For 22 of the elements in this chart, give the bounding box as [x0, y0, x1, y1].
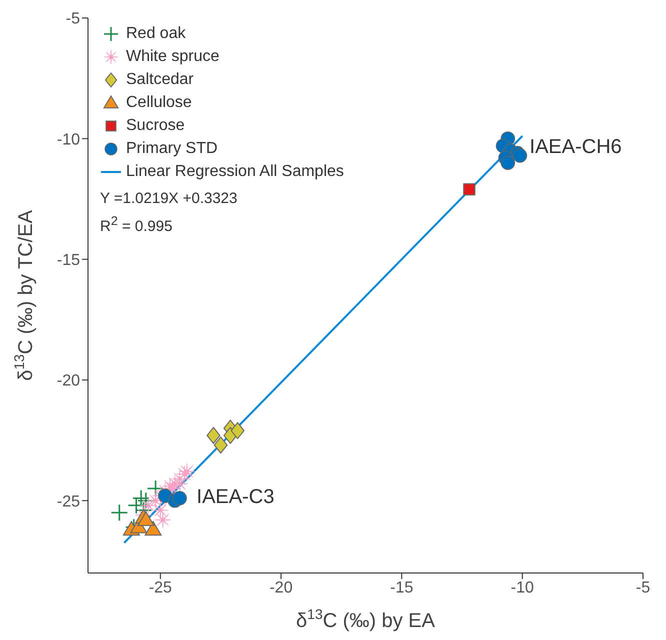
y-tick-label: -5	[66, 10, 80, 28]
annotation: Y =1.0219X +0.3323	[100, 189, 238, 209]
annotation: R$^{2}$ = 0.995	[100, 213, 174, 237]
annotation: IAEA-C3	[196, 486, 274, 510]
x-axis-title: δ$^{13}$C (‰) by EA	[296, 606, 436, 632]
legend-label: Primary STD	[126, 139, 218, 159]
legend-label: Cellulose	[126, 93, 192, 113]
legend-label: Red oak	[126, 24, 186, 44]
legend-label: Saltcedar	[126, 70, 194, 90]
legend-label: Linear Regression All Samples	[126, 162, 344, 182]
annotation: IAEA-CH6	[530, 136, 622, 160]
x-tick-label: -25	[148, 579, 172, 596]
y-tick-label: -20	[56, 372, 80, 390]
y-tick-label: -10	[56, 131, 80, 148]
x-tick-label: -20	[269, 579, 293, 596]
legend-label: Sucrose	[126, 116, 185, 136]
x-tick-label: -5	[636, 579, 650, 596]
y-tick-label: -25	[56, 493, 80, 510]
x-tick-label: -10	[510, 579, 534, 596]
x-tick-label: -15	[390, 579, 414, 596]
y-tick-label: -15	[56, 252, 80, 269]
legend-label: White spruce	[126, 47, 220, 67]
